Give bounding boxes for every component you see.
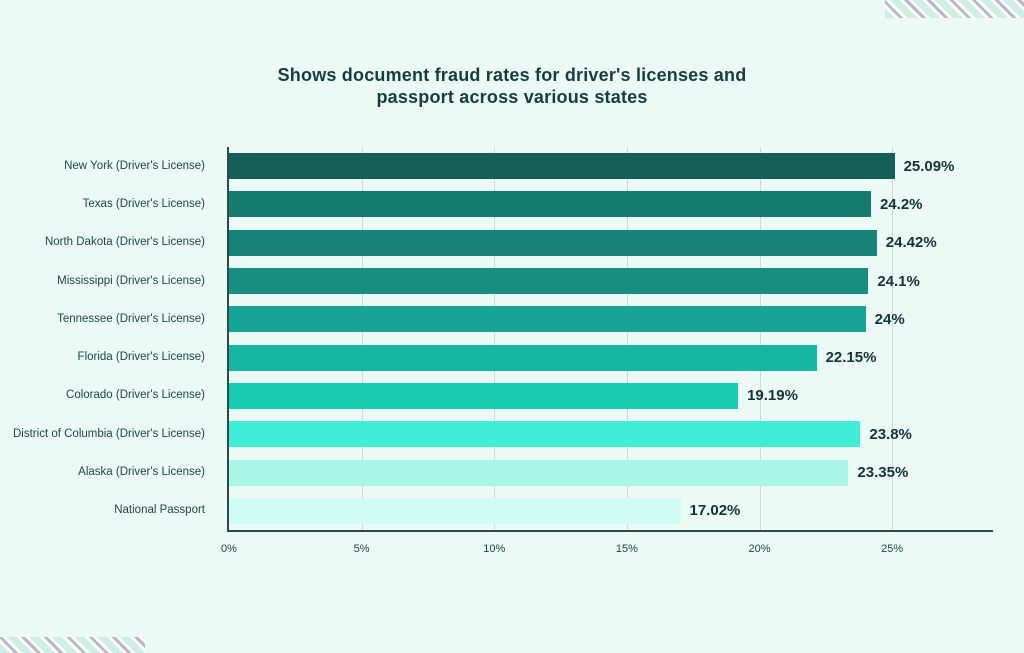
stripe-decoration-bottom-left xyxy=(0,637,145,653)
x-axis-tick-label: 25% xyxy=(881,543,904,555)
gridline xyxy=(626,147,628,530)
chart-row: 23.8% xyxy=(229,415,993,453)
chart-row: 19.19% xyxy=(229,377,993,415)
bar xyxy=(229,153,895,180)
x-axis-tick-label: 0% xyxy=(221,543,237,555)
bar xyxy=(229,229,877,256)
bar xyxy=(229,421,861,448)
category-label: District of Columbia (Driver's License) xyxy=(13,427,205,440)
bar-value-label: 23.35% xyxy=(857,464,909,482)
bar-value-label: 17.02% xyxy=(689,502,741,520)
bar xyxy=(229,268,869,295)
bar-value-label: 24.1% xyxy=(877,272,920,290)
chart-row: 22.15% xyxy=(229,338,993,376)
category-labels: New York (Driver's License) Texas (Driver… xyxy=(0,147,217,530)
chart-row: 23.35% xyxy=(229,453,993,491)
category-label: New York (Driver's License) xyxy=(64,159,205,172)
x-axis-tick-label: 5% xyxy=(353,543,370,555)
bar-value-label: 24.42% xyxy=(885,234,937,252)
chart-title-line-1: Shows document fraud rates for driver's … xyxy=(277,65,747,85)
bar xyxy=(229,497,681,524)
chart-row: 17.02% xyxy=(229,492,993,530)
y-axis-line xyxy=(227,147,229,532)
bars-layer: 25.09% 24.2% 24.42% 24.1% 24% 22.15% 19.19% 23.… xyxy=(229,147,993,530)
gridline xyxy=(892,147,894,530)
bar-value-label: 22.15% xyxy=(825,349,877,367)
bar xyxy=(229,306,866,333)
bar-value-label: 24% xyxy=(874,310,905,328)
chart-row: 24.2% xyxy=(229,185,993,223)
chart-title: Shows document fraud rates for driver's … xyxy=(0,64,1024,108)
x-axis-ticks: 0% 5% 10% 15% 20% 25% xyxy=(221,543,993,559)
gridline xyxy=(361,147,363,530)
gridline xyxy=(759,147,761,530)
category-label: National Passport xyxy=(114,504,205,517)
bar xyxy=(229,191,871,218)
gridline xyxy=(494,147,496,530)
category-label: Texas (Driver's License) xyxy=(82,197,205,210)
x-axis-tick-label: 15% xyxy=(615,543,638,555)
bar-value-label: 23.8% xyxy=(869,425,912,443)
x-axis-line xyxy=(227,530,993,532)
x-axis-tick-label: 20% xyxy=(748,543,771,555)
bar xyxy=(229,382,739,409)
bar xyxy=(229,344,817,371)
category-label: Mississippi (Driver's License) xyxy=(57,274,205,287)
x-axis-tick-label: 10% xyxy=(483,543,506,555)
bar-value-label: 24.2% xyxy=(879,195,923,213)
category-label: Alaska (Driver's License) xyxy=(78,466,205,479)
category-label: North Dakota (Driver's License) xyxy=(44,236,205,249)
chart-row: 24% xyxy=(229,300,993,338)
chart-row: 24.42% xyxy=(229,224,993,262)
stripe-decoration-top-right xyxy=(885,0,1024,18)
chart-row: 25.09% xyxy=(229,147,993,185)
chart-title-line-2: passport across various states xyxy=(376,87,648,107)
chart-row: 24.1% xyxy=(229,262,993,300)
bar-value-label: 25.09% xyxy=(903,157,955,175)
bar xyxy=(229,459,849,486)
category-label: Colorado (Driver's License) xyxy=(66,389,205,402)
category-label: Tennessee (Driver's License) xyxy=(57,312,205,325)
category-label: Florida (Driver's License) xyxy=(77,351,205,364)
plot-area: 25.09% 24.2% 24.42% 24.1% 24% 22.15% 19.19% 23.… xyxy=(227,147,993,532)
bar-value-label: 19.19% xyxy=(747,387,798,405)
